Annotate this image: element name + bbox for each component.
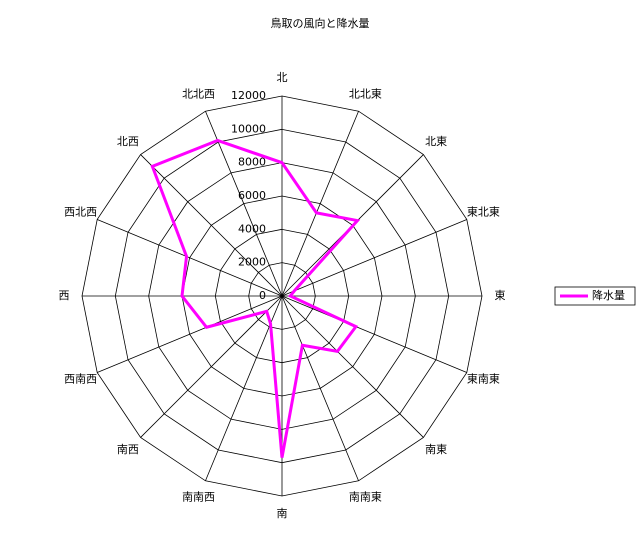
r-tick-label: 4000 bbox=[238, 222, 266, 235]
r-tick-label: 10000 bbox=[231, 122, 266, 135]
spoke bbox=[205, 295, 283, 481]
category-label: 東南東 bbox=[467, 372, 500, 385]
category-label: 北北東 bbox=[349, 88, 382, 101]
spoke bbox=[97, 219, 283, 297]
spoke bbox=[140, 295, 283, 438]
category-label: 北東 bbox=[425, 135, 447, 148]
legend-label: 降水量 bbox=[592, 288, 625, 302]
spoke bbox=[281, 111, 359, 297]
r-tick-label: 2000 bbox=[238, 256, 266, 269]
spoke bbox=[97, 295, 283, 373]
category-label: 北 bbox=[277, 71, 288, 84]
category-label: 西 bbox=[59, 289, 70, 302]
r-tick-label: 6000 bbox=[238, 189, 266, 202]
category-label: 南西 bbox=[117, 443, 139, 456]
r-tick-label: 8000 bbox=[238, 156, 266, 169]
category-label: 西南西 bbox=[64, 372, 97, 385]
spoke bbox=[281, 295, 467, 373]
category-label: 南東 bbox=[425, 443, 447, 456]
r-tick-label: 12000 bbox=[231, 89, 266, 102]
category-label: 東 bbox=[495, 289, 506, 302]
spoke bbox=[281, 219, 467, 297]
category-label: 北西 bbox=[117, 135, 139, 148]
data-line bbox=[150, 138, 361, 458]
category-label: 南南東 bbox=[349, 490, 382, 503]
spoke bbox=[140, 154, 283, 297]
r-tick-label: 0 bbox=[259, 289, 266, 302]
category-label: 南 bbox=[277, 507, 288, 520]
category-label: 東北東 bbox=[467, 206, 500, 219]
category-label: 南南西 bbox=[182, 490, 215, 503]
category-label: 西北西 bbox=[64, 206, 97, 219]
category-label: 北北西 bbox=[182, 88, 215, 101]
spoke bbox=[281, 295, 359, 481]
spoke bbox=[281, 295, 424, 438]
legend-box bbox=[554, 286, 636, 306]
chart-title: 鳥取の風向と降水量 bbox=[271, 16, 370, 30]
